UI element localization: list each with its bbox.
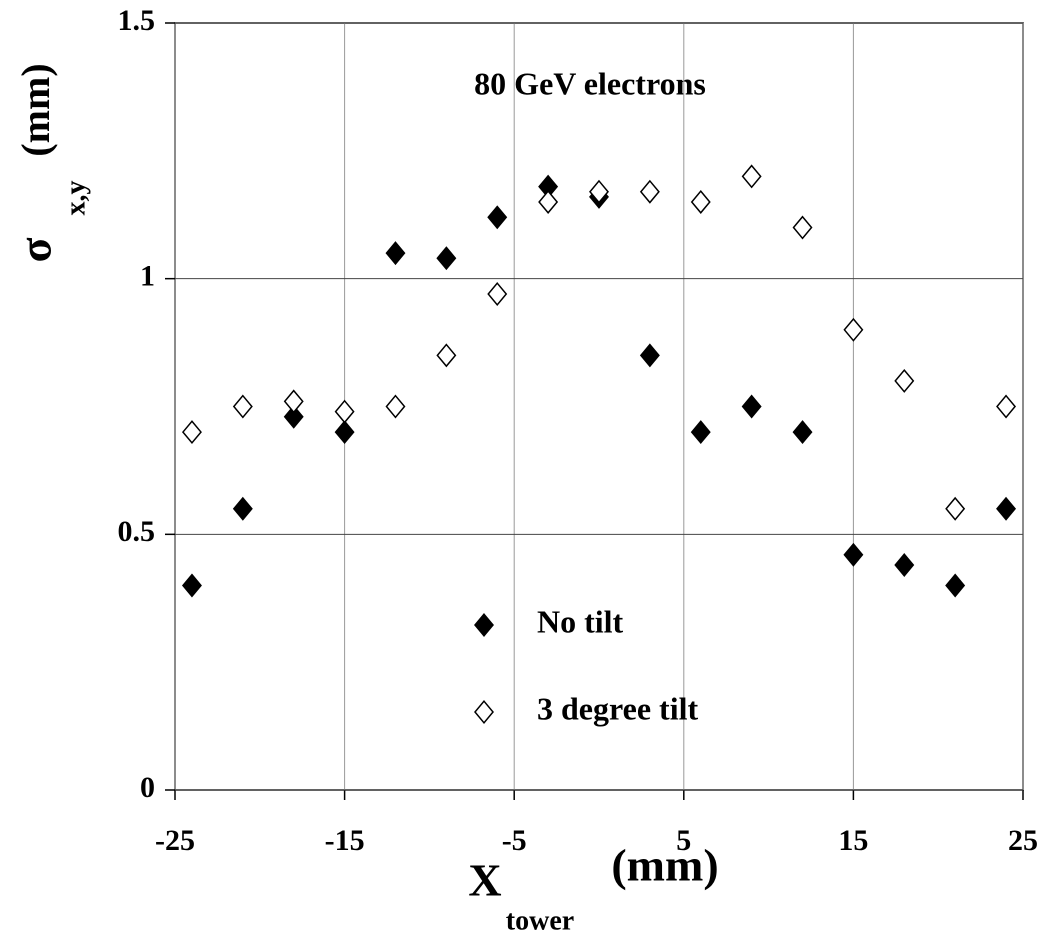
legend-label: 3 degree tilt — [537, 690, 698, 726]
point — [232, 394, 253, 419]
point — [894, 553, 915, 577]
y-tick-label: 0 — [140, 771, 155, 804]
point — [945, 496, 966, 521]
y-tick-label: 1 — [140, 260, 155, 293]
y-label-subscript: x,y — [60, 181, 91, 216]
point — [690, 189, 711, 214]
point — [181, 573, 202, 598]
y-tick-label: 0.5 — [118, 515, 156, 548]
point — [487, 205, 508, 230]
point — [589, 179, 609, 204]
point — [843, 317, 864, 342]
point — [792, 420, 813, 445]
point — [741, 164, 762, 189]
point — [283, 404, 304, 429]
plot-frame — [174, 22, 1024, 791]
point — [232, 496, 253, 521]
legend-marker — [474, 613, 494, 637]
y-label-unit: (mm) — [13, 63, 58, 156]
point — [334, 399, 355, 424]
x-tick-label: -25 — [155, 824, 195, 857]
point — [843, 542, 864, 567]
point — [538, 189, 559, 214]
x-tick-label: 5 — [676, 824, 691, 857]
point — [385, 394, 406, 419]
point — [334, 420, 355, 445]
x-label-unit: (mm) — [611, 840, 718, 891]
annotation: 80 GeV electrons — [474, 65, 706, 101]
point — [690, 420, 711, 445]
legend-label: No tilt — [537, 603, 624, 639]
point — [792, 215, 813, 240]
point — [436, 246, 457, 271]
x-tick-label: -15 — [325, 824, 365, 857]
y-label: σ x,y (mm) — [10, 63, 92, 262]
point — [436, 343, 457, 368]
x-tick-label: 15 — [838, 824, 868, 857]
y-label-symbol: σ — [10, 237, 61, 262]
point — [639, 179, 660, 204]
y-tick-label: 1.5 — [118, 4, 156, 37]
point — [945, 573, 966, 598]
point — [283, 389, 304, 414]
point — [181, 420, 202, 445]
point — [487, 282, 508, 306]
point — [996, 394, 1017, 419]
point — [385, 241, 406, 266]
x-label-symbol: X — [468, 855, 501, 906]
x-tick-label: -5 — [502, 824, 527, 857]
point — [894, 368, 915, 393]
point — [741, 394, 762, 419]
point — [639, 343, 660, 368]
legend-marker — [474, 700, 494, 724]
x-label-subscript: tower — [506, 905, 574, 936]
point — [996, 496, 1017, 521]
x-tick-label: 25 — [1008, 824, 1038, 857]
